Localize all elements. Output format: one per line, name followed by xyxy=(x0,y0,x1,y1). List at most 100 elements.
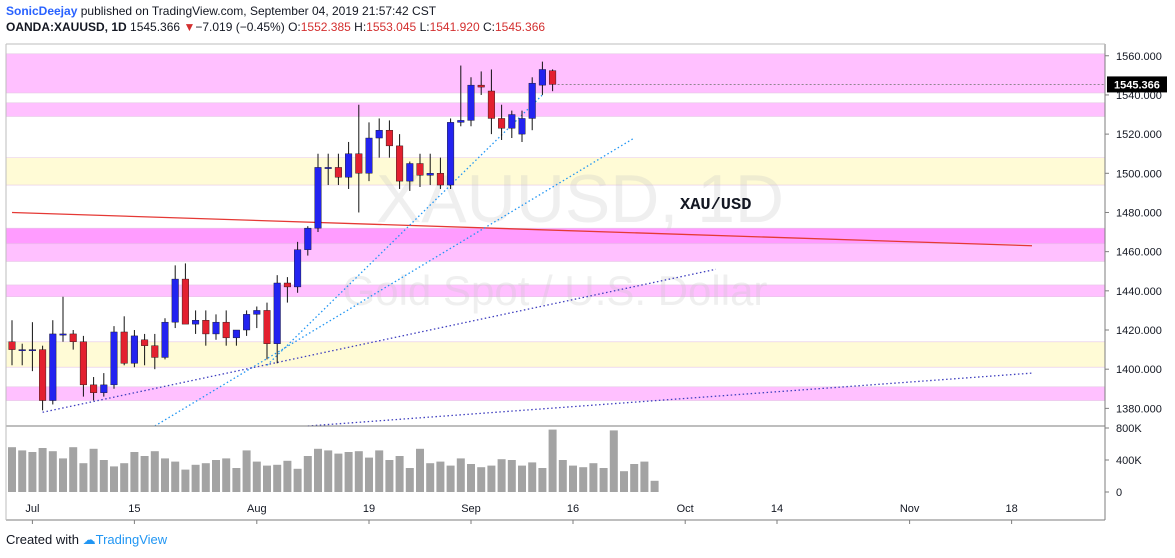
volume-bar-45 xyxy=(467,464,475,492)
watermark-symbol: XAUUSD, 1D xyxy=(376,161,784,237)
volume-bar-28 xyxy=(293,468,302,492)
price-chart[interactable]: XAUUSD, 1D Gold Spot / U.S. Dollar XAU/U… xyxy=(0,0,1175,532)
candle-body-40 xyxy=(416,163,424,176)
volume-bar-2 xyxy=(28,452,37,492)
candle-body-27 xyxy=(283,282,291,288)
x-tick-label-4: Sep xyxy=(461,503,481,515)
candle-body-2 xyxy=(28,349,36,352)
y-tick-label-1: 1540.000 xyxy=(1116,90,1162,102)
created-with-label: Created with xyxy=(6,532,79,547)
volume-bar-57 xyxy=(589,463,598,492)
y-tick-label-5: 1460.000 xyxy=(1116,247,1162,259)
volume-bar-43 xyxy=(446,465,455,492)
y-tick-label-4: 1480.000 xyxy=(1116,207,1162,219)
symbol-label: OANDA:XAUUSD, 1D xyxy=(6,20,127,34)
last-price-label: 1545.366 xyxy=(1114,79,1160,91)
volume-bar-5 xyxy=(59,458,67,492)
volume-bar-53 xyxy=(548,429,557,492)
high-label: H: xyxy=(354,20,367,34)
volume-bar-52 xyxy=(538,468,547,492)
zones-layer xyxy=(6,53,1105,401)
volume-bar-33 xyxy=(344,452,353,492)
x-tick-label-7: 14 xyxy=(771,503,783,515)
volume-bar-39 xyxy=(405,468,414,492)
candle-body-25 xyxy=(263,310,271,344)
watermark-description: Gold Spot / U.S. Dollar xyxy=(343,267,768,314)
zone-4 xyxy=(6,243,1105,262)
volume-bar-46 xyxy=(477,467,486,492)
candle-body-13 xyxy=(141,339,149,346)
x-tick-label-6: Oct xyxy=(677,503,694,515)
footer: Created with ☁TradingView xyxy=(6,532,167,548)
volume-tick-label-0: 800K xyxy=(1116,423,1142,435)
volume-bar-9 xyxy=(99,460,108,492)
open-value: 1552.385 xyxy=(300,20,351,34)
volume-bar-59 xyxy=(609,430,618,492)
volume-bar-16 xyxy=(171,461,180,492)
high-value: 1553.045 xyxy=(366,20,417,34)
author-link[interactable]: SonicDeejay xyxy=(6,4,78,18)
volume-bar-10 xyxy=(110,466,118,492)
chart-header: SonicDeejay published on TradingView.com… xyxy=(6,3,1166,35)
zone-7 xyxy=(6,386,1105,401)
candle-body-46 xyxy=(477,84,485,88)
zone-2 xyxy=(6,157,1105,186)
candle-body-12 xyxy=(130,335,138,364)
trendline-0 xyxy=(11,211,1033,247)
trendline-3 xyxy=(42,268,716,413)
volume-bar-21 xyxy=(222,458,231,492)
candle-body-8 xyxy=(90,384,98,393)
volume-bar-38 xyxy=(395,456,404,492)
volume-bar-50 xyxy=(518,465,526,492)
volume-bar-40 xyxy=(416,448,424,492)
candle-body-50 xyxy=(518,118,526,135)
volume-bar-42 xyxy=(436,461,445,492)
trendline-4 xyxy=(307,372,1033,427)
candle-body-43 xyxy=(447,122,455,186)
x-tick-label-2: Aug xyxy=(247,503,267,515)
candle-body-51 xyxy=(528,82,536,119)
axes-layer: 1560.000 1540.000 1520.000 1500.000 1480.000… xyxy=(5,43,1167,524)
volume-bar-30 xyxy=(314,448,322,492)
candle-body-0 xyxy=(8,341,16,350)
volume-bar-15 xyxy=(161,458,169,492)
candle-body-52 xyxy=(538,69,546,86)
y-tick-label-7: 1420.000 xyxy=(1116,325,1162,337)
candle-body-18 xyxy=(192,320,200,325)
volume-bar-17 xyxy=(181,469,190,492)
volume-bar-54 xyxy=(558,460,567,492)
volume-tick-label-2: 0 xyxy=(1116,487,1122,499)
trendline-1 xyxy=(154,137,635,427)
candle-body-49 xyxy=(508,114,516,129)
y-tick-label-2: 1520.000 xyxy=(1116,129,1162,141)
candle-body-39 xyxy=(406,163,414,182)
tradingview-brand[interactable]: TradingView xyxy=(95,532,168,547)
volume-bar-61 xyxy=(630,464,639,492)
trendlines-layer xyxy=(11,94,1033,427)
candle-body-34 xyxy=(355,153,363,174)
volume-bar-13 xyxy=(140,456,149,492)
publish-line: SonicDeejay published on TradingView.com… xyxy=(6,3,1166,19)
low-label: L: xyxy=(419,20,430,34)
candle-body-17 xyxy=(181,278,189,325)
candle-body-48 xyxy=(498,118,506,129)
candle-body-7 xyxy=(79,341,87,386)
publish-info: published on TradingView.com, September … xyxy=(80,4,437,18)
candle-body-20 xyxy=(212,321,220,335)
low-value: 1541.920 xyxy=(429,20,480,34)
zone-6 xyxy=(6,341,1105,368)
candle-body-5 xyxy=(59,333,67,336)
candle-body-42 xyxy=(436,173,444,186)
volume-bar-14 xyxy=(150,451,159,492)
volume-bar-23 xyxy=(242,450,251,492)
volume-bar-47 xyxy=(487,465,496,492)
volume-bar-24 xyxy=(252,461,261,492)
candle-body-37 xyxy=(385,129,393,147)
candle-body-41 xyxy=(426,173,434,176)
volume-bar-20 xyxy=(212,460,220,492)
candle-body-38 xyxy=(396,145,404,182)
zone-1 xyxy=(6,102,1105,117)
volume-bar-25 xyxy=(263,465,271,492)
candle-body-23 xyxy=(243,314,251,331)
volume-bar-49 xyxy=(507,460,516,492)
